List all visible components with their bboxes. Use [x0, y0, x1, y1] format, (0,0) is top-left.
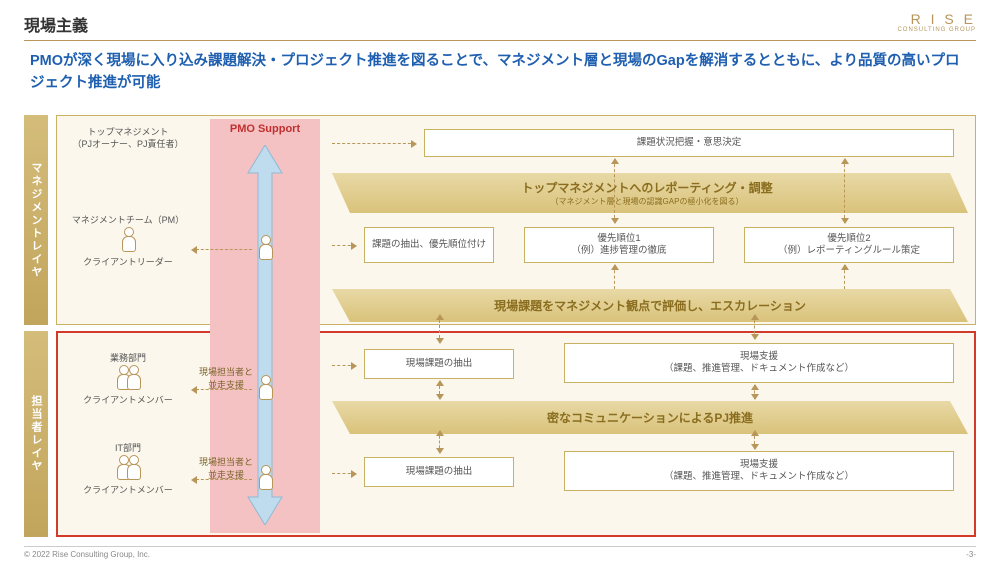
arrow-pmo-to-extract	[332, 245, 356, 246]
title-rule	[24, 40, 976, 41]
arrow-pmo-to-decision	[332, 143, 416, 144]
banner-top-report-sub: （マネジメント層と現場の認識GAPの極小化を図る）	[344, 196, 950, 207]
support-text-biz: 現場担当者と並走支援	[196, 365, 256, 391]
staff-layer-label: 担当者レイヤ	[24, 331, 48, 537]
person-icon	[126, 365, 140, 389]
task-onsite-support-it: 現場支援 （課題、推進管理、ドキュメント作成など）	[564, 451, 954, 491]
person-icon	[121, 227, 135, 251]
subtitle: PMOが深く現場に入り込み課題解決・プロジェクト推進を図ることで、マネジメント層…	[0, 47, 1000, 101]
role-biz-bottom: クライアントメンバー	[60, 395, 196, 407]
v-arrow-1a	[614, 159, 615, 223]
v-arrow-it-2	[754, 431, 755, 449]
role-top-mgmt-sub: （PJオーナー、PJ責任者）	[60, 139, 196, 151]
page-title: 現場主義	[24, 12, 88, 36]
task-priority1-body: （例）進捗管理の徹底	[571, 245, 666, 257]
task-onsite-support-biz-body: （課題、推進管理、ドキュメント作成など）	[664, 363, 854, 375]
footer: © 2022 Rise Consulting Group, Inc. -3-	[24, 546, 976, 559]
task-priority1-head: 優先順位1	[597, 233, 640, 245]
task-onsite-support-it-body: （課題、推進管理、ドキュメント作成など）	[664, 471, 854, 483]
pmo-person-biz	[258, 375, 272, 404]
v-arrow-comm-1	[439, 381, 440, 399]
task-decision: 課題状況把握・意思決定	[424, 129, 954, 157]
role-biz-title: 業務部門	[60, 353, 196, 365]
person-icon	[258, 465, 272, 489]
banner-top-report: トップマネジメントへのレポーティング・調整 （マネジメント層と現場の認識GAPの…	[332, 173, 968, 213]
task-onsite-support-it-head: 現場支援	[740, 459, 778, 471]
role-mgmt-team: マネジメントチーム（PM） クライアントリーダー	[60, 213, 196, 269]
person-icon	[258, 375, 272, 399]
arrow-pmo-to-biz-onsite	[332, 365, 356, 366]
pmo-support-label: PMO Support	[210, 119, 320, 135]
role-mgmt-team-title: マネジメントチーム（PM）	[60, 215, 196, 227]
v-arrow-it-1	[439, 431, 440, 453]
role-mgmt-team-bottom: クライアントリーダー	[60, 257, 196, 269]
v-arrow-biz-2	[754, 315, 755, 339]
pmo-person-mgmt	[258, 235, 272, 264]
pmo-person-it	[258, 465, 272, 494]
person-icon	[258, 235, 272, 259]
support-text-it: 現場担当者と並走支援	[196, 455, 256, 481]
v-arrow-biz-1	[439, 315, 440, 343]
role-biz-dept: 業務部門 クライアントメンバー	[60, 351, 196, 407]
banner-top-report-main: トップマネジメントへのレポーティング・調整	[521, 181, 772, 195]
v-arrow-1b	[844, 159, 845, 223]
task-onsite-support-biz-head: 現場支援	[740, 351, 778, 363]
task-priority2-head: 優先順位2	[827, 233, 870, 245]
task-extract-priority: 課題の抽出、優先順位付け	[364, 227, 494, 263]
task-priority2: 優先順位2 （例）レポーティングルール策定	[744, 227, 954, 263]
banner-communication-main: 密なコミュニケーションによるPJ推進	[547, 411, 753, 425]
arrow-pmo-to-it-onsite	[332, 473, 356, 474]
mgmt-layer-label: マネジメントレイヤ	[24, 115, 48, 325]
page-number: -3-	[966, 550, 976, 559]
logo: R I S E CONSULTING GROUP	[897, 12, 976, 34]
role-it-title: IT部門	[60, 443, 196, 455]
role-top-mgmt-title: トップマネジメント	[60, 127, 196, 139]
role-it-bottom: クライアントメンバー	[60, 485, 196, 497]
banner-escalation: 現場課題をマネジメント観点で評価し、エスカレーション	[332, 289, 968, 322]
role-top-mgmt: トップマネジメント （PJオーナー、PJ責任者）	[60, 125, 196, 150]
task-onsite-support-biz: 現場支援 （課題、推進管理、ドキュメント作成など）	[564, 343, 954, 383]
person-icon	[126, 455, 140, 479]
banner-escalation-main: 現場課題をマネジメント観点で評価し、エスカレーション	[494, 299, 806, 313]
copyright: © 2022 Rise Consulting Group, Inc.	[24, 550, 150, 559]
task-onsite-extract-biz: 現場課題の抽出	[364, 349, 514, 379]
diagram: マネジメントレイヤ 担当者レイヤ PMO Support トップマネジメント （…	[24, 115, 976, 541]
role-it-dept: IT部門 クライアントメンバー	[60, 441, 196, 497]
arrow-to-mgmt	[196, 249, 252, 250]
task-onsite-extract-it: 現場課題の抽出	[364, 457, 514, 487]
v-arrow-comm-2	[754, 385, 755, 399]
banner-communication: 密なコミュニケーションによるPJ推進	[332, 401, 968, 434]
logo-sub: CONSULTING GROUP	[897, 27, 976, 34]
task-priority1: 優先順位1 （例）進捗管理の徹底	[524, 227, 714, 263]
task-priority2-body: （例）レポーティングルール策定	[778, 245, 920, 257]
logo-main: R I S E	[911, 11, 976, 27]
